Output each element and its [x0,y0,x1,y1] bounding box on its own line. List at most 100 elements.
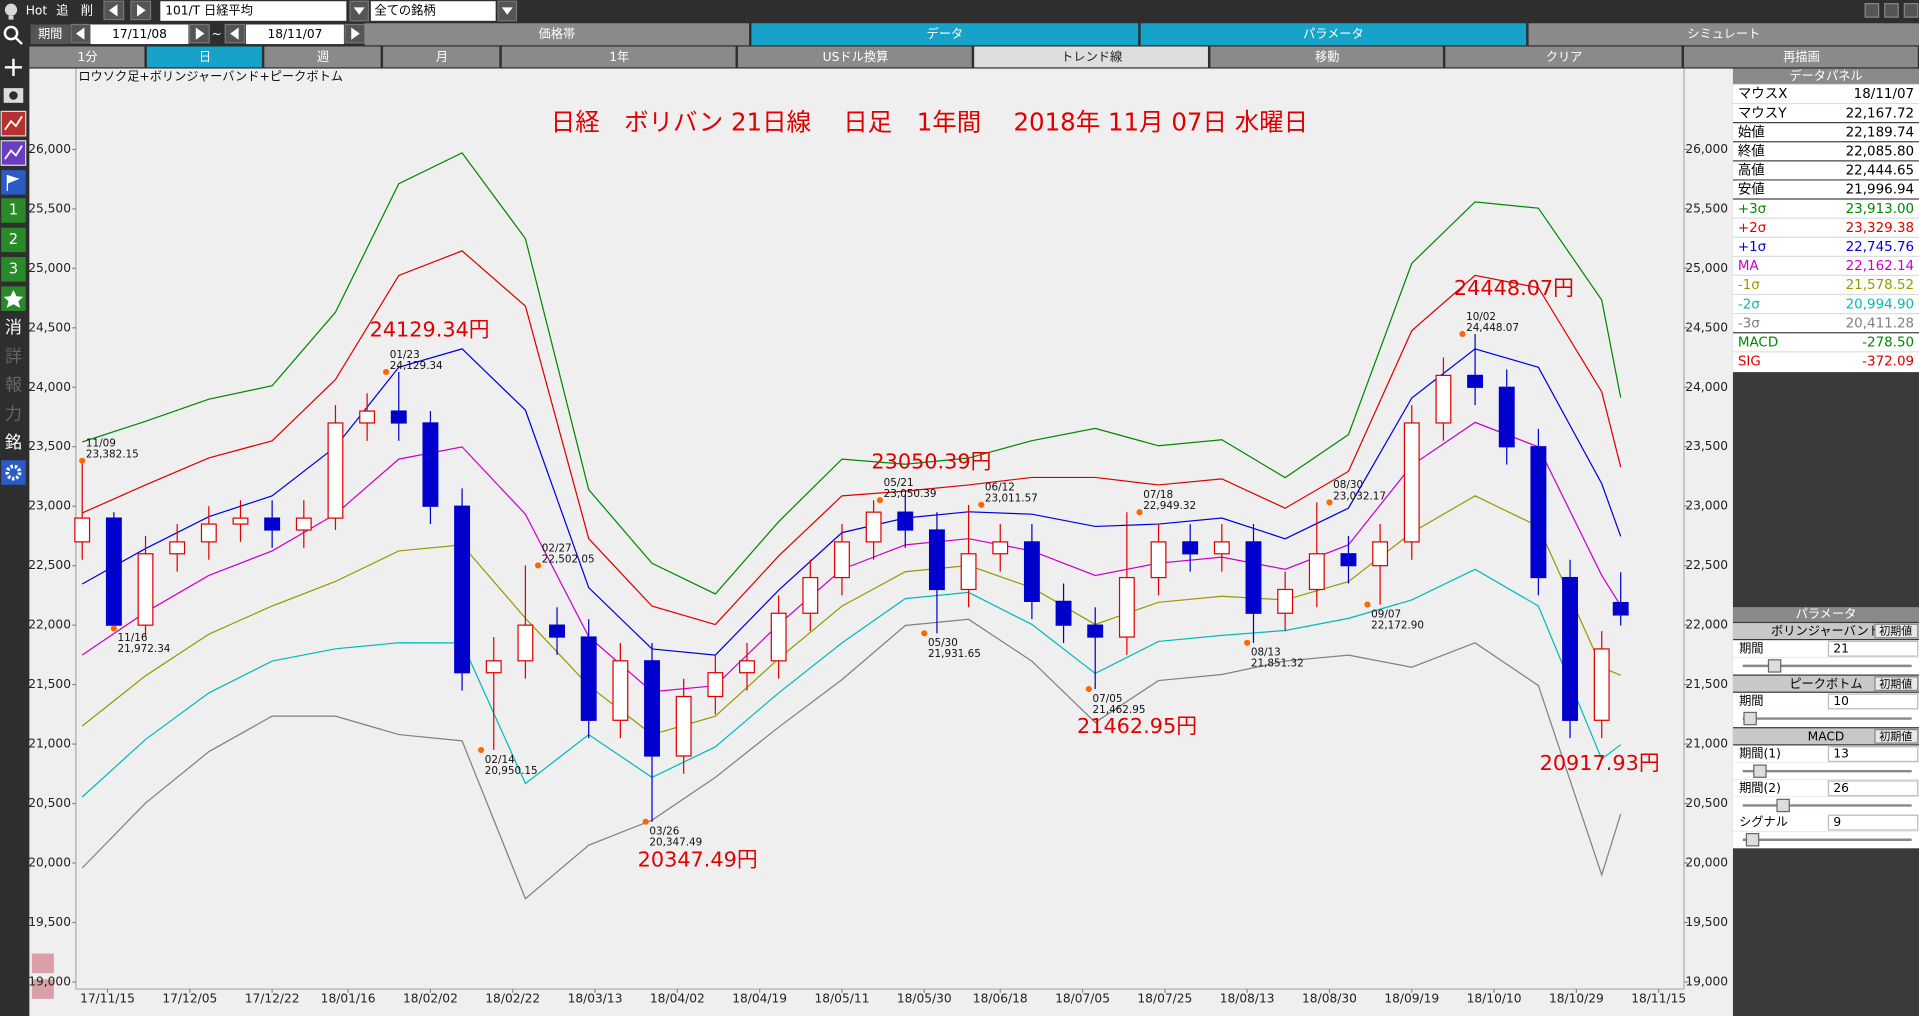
annotation: 24129.34円 [370,318,490,342]
panel-header [1732,68,1919,85]
view-button-label[interactable]: 週 [317,50,329,64]
view-button[interactable] [264,46,381,68]
reset-button[interactable] [1874,728,1919,744]
reset-label[interactable]: 初期値 [1879,730,1912,743]
y-tick-label: 21,500 [1685,677,1728,691]
panel-label: 安値 [1738,182,1765,198]
number-icon-label[interactable]: 1 [9,202,18,219]
param-value-box[interactable] [1827,746,1919,762]
number-icon-label[interactable]: 3 [9,260,18,277]
slider-thumb[interactable] [1776,798,1790,813]
tab[interactable] [751,23,1139,46]
tab-label[interactable]: パラメータ [1303,27,1364,41]
tab-label[interactable]: シミュレート [1687,27,1760,41]
panel-value: 21,578.52 [1846,278,1914,293]
reset-button[interactable] [1874,623,1919,639]
number-icon[interactable] [1,257,26,282]
peak-date: 05/21 [884,477,914,489]
peak-value: 23,011.57 [985,493,1038,505]
tab-label[interactable]: 価格帯 [539,26,576,41]
sidebar-command[interactable]: 銘 [5,433,22,453]
number-icon-label[interactable]: 2 [9,231,18,248]
peak-value: 24,448.07 [1466,322,1519,334]
param-value[interactable]: 10 [1833,694,1849,708]
hot-button[interactable]: Hot [26,4,48,18]
sidebar-command[interactable]: 報 [5,376,22,396]
view-button[interactable] [737,46,972,68]
param-value-box[interactable] [1827,640,1919,657]
view-button[interactable] [383,46,500,68]
slider-thumb[interactable] [1743,711,1757,726]
add-button[interactable]: 追 [56,3,68,18]
view-button-label[interactable]: 移動 [1315,50,1339,64]
y-tick-label: 21,500 [28,677,71,691]
view-button-label[interactable]: 1分 [78,50,98,64]
pane-icon[interactable] [31,979,54,999]
slider-thumb[interactable] [1767,659,1782,673]
view-button-label[interactable]: 1年 [609,50,629,64]
panel-value: -372.09 [1862,355,1914,370]
param-value-box[interactable] [1827,693,1919,710]
number-icon[interactable] [1,198,26,223]
symbol-box[interactable] [160,1,347,21]
param-value-box[interactable] [1827,780,1919,797]
universe-box[interactable] [370,1,496,21]
param-value-box[interactable] [1827,814,1919,831]
tab[interactable] [1140,23,1527,46]
panel-value: 18/11/07 [1854,87,1914,102]
param-value[interactable]: 9 [1833,815,1841,829]
sidebar-command[interactable]: 消 [5,318,22,338]
pane-icon[interactable] [31,953,54,974]
tab-label[interactable]: データ [926,26,963,41]
slider-thumb[interactable] [1745,832,1760,847]
peak-date: 05/30 [928,637,958,649]
view-button[interactable] [1445,46,1682,68]
peak-date: 10/02 [1466,311,1496,323]
peak-date: 08/13 [1251,647,1281,659]
flag-icon[interactable] [1,170,26,195]
chart-icon[interactable] [0,110,27,137]
view-button[interactable] [29,46,145,68]
arrow-glyph [230,27,239,40]
reset-label[interactable]: 初期値 [1879,677,1912,690]
tab[interactable] [364,23,749,46]
view-button[interactable] [1684,46,1918,68]
y-tick-label: 19,500 [28,915,71,929]
view-button-label[interactable]: 日 [199,50,211,64]
window-button[interactable] [1903,3,1919,18]
arrow-glyph [75,27,85,40]
view-button-label[interactable]: 月 [436,50,448,64]
peak-marker [1459,330,1466,338]
date-box[interactable] [245,24,344,45]
delete-button[interactable]: 削 [81,4,93,18]
view-button[interactable] [501,46,736,68]
view-button-label[interactable]: クリア [1546,50,1583,64]
reset-label[interactable]: 初期値 [1879,625,1912,638]
panel-label: -3σ [1738,316,1760,331]
peak-marker [535,562,542,569]
date-box[interactable] [90,24,189,45]
view-button[interactable] [146,46,262,68]
param-value[interactable]: 21 [1833,641,1849,655]
band-line [81,568,1622,798]
param-value[interactable]: 13 [1833,747,1849,761]
window-button[interactable] [1864,3,1880,18]
window-button[interactable] [1884,3,1899,18]
candle-body [1213,541,1230,555]
view-button-label[interactable]: トレンド線 [1061,49,1122,64]
view-button[interactable] [974,46,1208,68]
param-value[interactable]: 26 [1833,781,1849,795]
number-icon[interactable] [1,227,26,253]
settings-icon[interactable] [1,460,26,485]
reset-button[interactable] [1874,676,1919,692]
candle-body [390,410,407,424]
view-button-label[interactable]: USドル換算 [823,49,889,64]
tab[interactable] [1528,23,1919,46]
from-date: 17/11/08 [112,27,167,41]
chart-icon-line [4,145,23,160]
view-button[interactable] [1210,46,1443,68]
view-button-label[interactable]: 再描画 [1783,50,1820,64]
sidebar-command[interactable]: 詳 [5,347,22,367]
sidebar-command[interactable]: 力 [5,404,22,424]
slider-thumb[interactable] [1753,764,1767,778]
